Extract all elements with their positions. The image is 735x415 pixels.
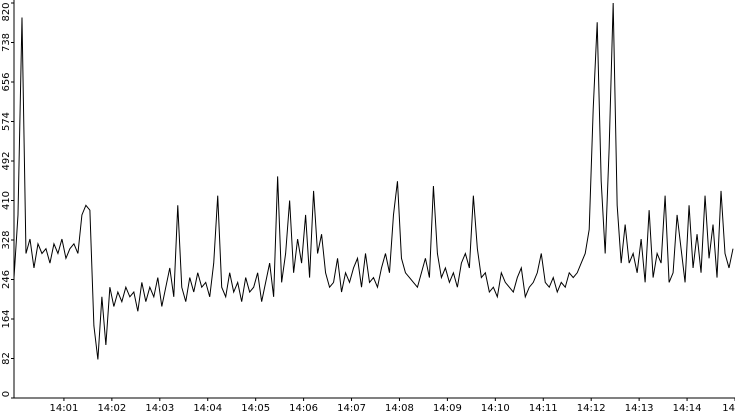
x-tick-label: 14:06 [289, 403, 318, 414]
x-tick-label: 14:11 [529, 403, 558, 414]
x-tick-label: 14 [722, 403, 735, 414]
x-tick-label: 14:12 [577, 403, 606, 414]
x-tick-label: 14:02 [97, 403, 126, 414]
x-tick-label: 14:04 [193, 403, 222, 414]
x-tick-label: 14:10 [481, 403, 510, 414]
y-tick-label: 0 [1, 391, 12, 397]
data-line [13, 2, 734, 360]
x-tick-label: 14:05 [241, 403, 270, 414]
y-tick-label: 738 [1, 33, 12, 52]
x-tick-label: 14:14 [673, 403, 702, 414]
x-tick-label: 14:13 [625, 403, 654, 414]
y-tick-label: 246 [1, 270, 12, 289]
y-tick-label: 82 [1, 352, 12, 365]
x-tick-label: 14:03 [145, 403, 174, 414]
y-tick-label: 656 [1, 72, 12, 91]
y-tick-label: 410 [1, 191, 12, 210]
y-tick-label: 492 [1, 151, 12, 170]
y-tick-label: 164 [1, 309, 12, 328]
x-tick-label: 14:01 [50, 403, 79, 414]
x-tick-label: 14:09 [433, 403, 462, 414]
y-tick-label: 574 [1, 112, 12, 131]
y-tick-label: 328 [1, 230, 12, 249]
x-tick-label: 14:07 [337, 403, 366, 414]
x-tick-label: 14:08 [385, 403, 414, 414]
y-tick-label: 820 [1, 2, 12, 21]
